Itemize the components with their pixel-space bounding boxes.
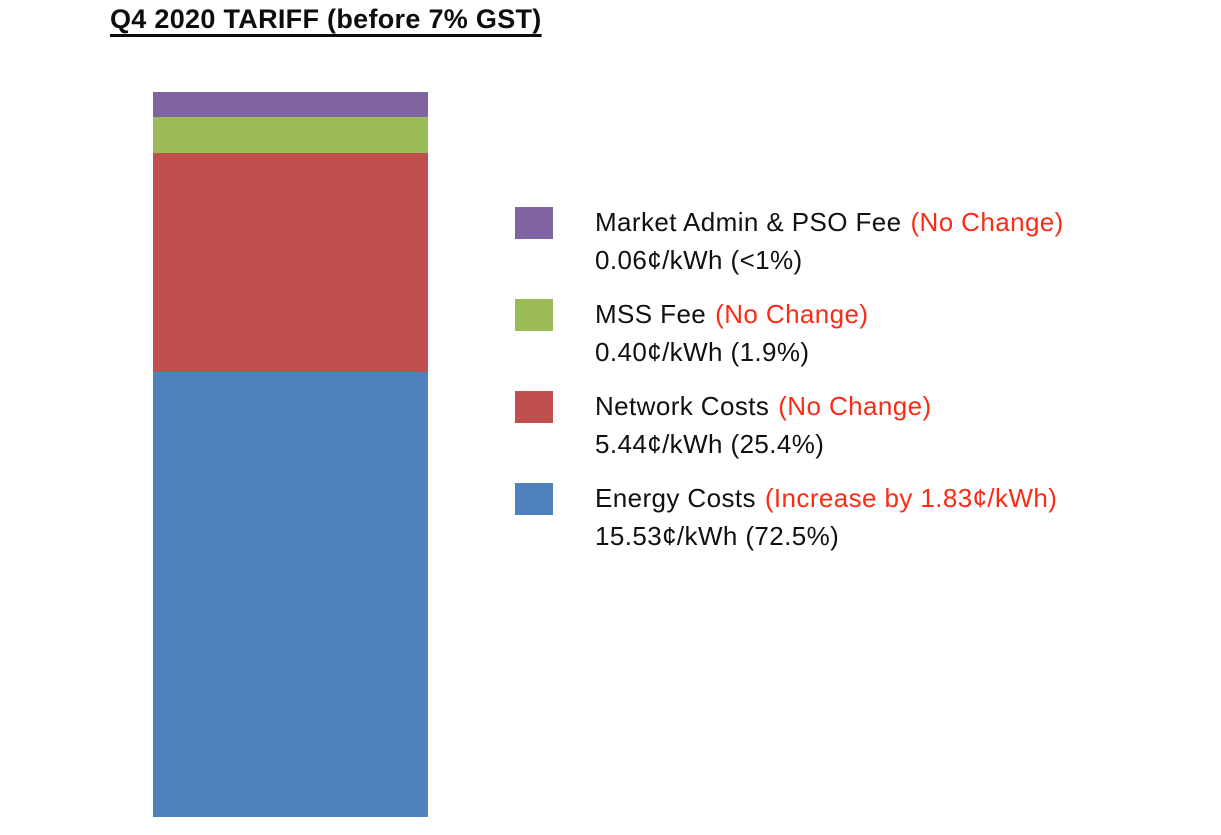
legend-text: MSS Fee (No Change) 0.40¢/kWh (1.9%)	[595, 295, 868, 371]
legend-series-name: Network Costs	[595, 391, 770, 421]
stacked-bar	[153, 92, 428, 817]
legend-series-name: MSS Fee	[595, 299, 707, 329]
legend-item-network-costs: Network Costs (No Change) 5.44¢/kWh (25.4…	[515, 387, 1064, 463]
legend-change-note: (Increase by 1.83¢/kWh)	[764, 483, 1058, 513]
legend-item-mss-fee: MSS Fee (No Change) 0.40¢/kWh (1.9%)	[515, 295, 1064, 371]
legend-series-name: Market Admin & PSO Fee	[595, 207, 902, 237]
legend-line-title: Energy Costs (Increase by 1.83¢/kWh)	[595, 479, 1057, 517]
legend-swatch-purple	[515, 207, 553, 239]
legend-text: Market Admin & PSO Fee (No Change) 0.06¢/…	[595, 203, 1064, 279]
legend-change-note: (No Change)	[778, 391, 932, 421]
legend-text: Energy Costs (Increase by 1.83¢/kWh) 15.5…	[595, 479, 1057, 555]
bar-segment-mss-fee	[153, 117, 428, 153]
legend-line-title: MSS Fee (No Change)	[595, 295, 868, 333]
legend-text: Network Costs (No Change) 5.44¢/kWh (25.4…	[595, 387, 932, 463]
legend-swatch-red	[515, 391, 553, 423]
legend-series-value: 5.44¢/kWh (25.4%)	[595, 429, 825, 459]
legend-swatch-blue	[515, 483, 553, 515]
bar-segment-market-admin-pso-fee	[153, 92, 428, 117]
legend-change-note: (No Change)	[910, 207, 1064, 237]
legend-series-value: 0.40¢/kWh (1.9%)	[595, 337, 810, 367]
legend-line-title: Market Admin & PSO Fee (No Change)	[595, 203, 1064, 241]
legend-line-title: Network Costs (No Change)	[595, 387, 932, 425]
legend-series-value: 15.53¢/kWh (72.5%)	[595, 521, 840, 551]
legend-item-energy-costs: Energy Costs (Increase by 1.83¢/kWh) 15.5…	[515, 479, 1064, 555]
legend-item-market-admin-pso-fee: Market Admin & PSO Fee (No Change) 0.06¢/…	[515, 203, 1064, 279]
legend-series-value: 0.06¢/kWh (<1%)	[595, 245, 803, 275]
bar-segment-network-costs	[153, 153, 428, 372]
chart-title: Q4 2020 TARIFF (before 7% GST)	[110, 4, 542, 34]
legend-change-note: (No Change)	[715, 299, 869, 329]
bar-segment-energy-costs	[153, 372, 428, 817]
legend-swatch-green	[515, 299, 553, 331]
legend: Market Admin & PSO Fee (No Change) 0.06¢/…	[515, 203, 1064, 555]
legend-series-name: Energy Costs	[595, 483, 756, 513]
